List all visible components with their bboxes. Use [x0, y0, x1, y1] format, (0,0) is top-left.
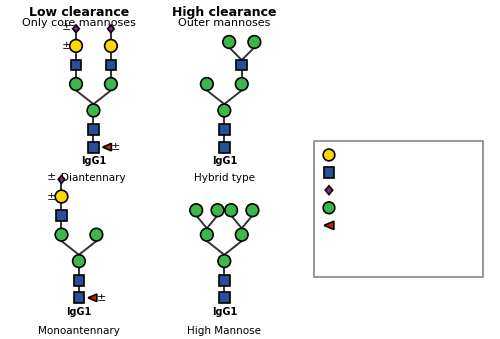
Text: Only core mannoses: Only core mannoses [22, 18, 136, 28]
FancyBboxPatch shape [324, 167, 334, 178]
FancyBboxPatch shape [88, 142, 99, 153]
Ellipse shape [104, 40, 117, 52]
FancyBboxPatch shape [314, 141, 483, 277]
Ellipse shape [200, 78, 213, 91]
Text: IgG1: IgG1 [212, 307, 237, 317]
Polygon shape [324, 221, 334, 230]
Text: $N$-acetylneuraminic acid: $N$-acetylneuraminic acid [342, 183, 470, 197]
Ellipse shape [218, 255, 230, 267]
Ellipse shape [200, 228, 213, 241]
Ellipse shape [223, 36, 235, 48]
Text: IgG1 = EEQYNSTYR: IgG1 = EEQYNSTYR [329, 256, 430, 266]
Ellipse shape [70, 78, 82, 91]
Text: ±: ± [47, 192, 56, 202]
Ellipse shape [225, 204, 237, 217]
Ellipse shape [190, 204, 202, 217]
Ellipse shape [248, 36, 260, 48]
Ellipse shape [211, 204, 224, 217]
Text: IgG1: IgG1 [66, 307, 92, 317]
Ellipse shape [70, 40, 82, 52]
Text: fucose: fucose [342, 220, 377, 231]
FancyBboxPatch shape [106, 60, 116, 71]
Text: with or without: with or without [342, 238, 421, 248]
FancyBboxPatch shape [74, 275, 85, 285]
Text: ±: ± [62, 22, 71, 32]
Ellipse shape [236, 228, 248, 241]
Ellipse shape [87, 104, 100, 117]
FancyBboxPatch shape [219, 275, 230, 285]
Ellipse shape [323, 202, 335, 214]
Text: High clearance: High clearance [172, 6, 277, 19]
Text: $N$-acetylglucosamine: $N$-acetylglucosamine [342, 165, 453, 180]
Ellipse shape [90, 228, 102, 241]
Text: High Mannose: High Mannose [188, 326, 262, 336]
Text: ±: ± [111, 142, 120, 152]
Text: Outer mannoses: Outer mannoses [178, 18, 270, 28]
Ellipse shape [55, 190, 68, 203]
Text: ±: ± [47, 173, 56, 182]
Text: Diantennary: Diantennary [61, 173, 126, 183]
Text: IgG1: IgG1 [212, 156, 237, 166]
Text: ±: ± [324, 237, 334, 250]
Ellipse shape [323, 149, 335, 161]
Text: ±: ± [62, 41, 71, 51]
Text: Monoantennary: Monoantennary [38, 326, 120, 336]
FancyBboxPatch shape [219, 293, 230, 303]
Text: Hybrid type: Hybrid type [194, 173, 255, 183]
FancyBboxPatch shape [74, 293, 85, 303]
Ellipse shape [104, 78, 117, 91]
FancyBboxPatch shape [56, 210, 67, 221]
Polygon shape [72, 25, 80, 33]
Polygon shape [88, 294, 97, 301]
FancyBboxPatch shape [88, 124, 99, 135]
Ellipse shape [55, 228, 68, 241]
Polygon shape [108, 25, 114, 33]
Ellipse shape [72, 255, 85, 267]
Text: IgG1: IgG1 [81, 156, 106, 166]
FancyBboxPatch shape [236, 60, 247, 71]
Text: galactose: galactose [342, 150, 393, 160]
Text: Low clearance: Low clearance [29, 6, 129, 19]
FancyBboxPatch shape [219, 124, 230, 135]
Polygon shape [58, 176, 65, 183]
Text: ±: ± [96, 293, 106, 303]
FancyBboxPatch shape [70, 60, 82, 71]
Text: mannose: mannose [342, 203, 390, 213]
Polygon shape [102, 143, 112, 151]
Ellipse shape [236, 78, 248, 91]
Ellipse shape [218, 104, 230, 117]
Ellipse shape [246, 204, 258, 217]
Polygon shape [326, 186, 332, 195]
FancyBboxPatch shape [219, 142, 230, 153]
